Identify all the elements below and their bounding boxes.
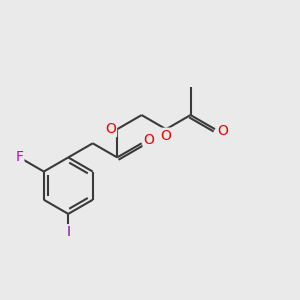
Text: O: O: [160, 129, 172, 143]
Text: O: O: [144, 133, 154, 147]
Text: O: O: [105, 122, 116, 136]
Text: O: O: [217, 124, 228, 138]
Text: F: F: [15, 150, 23, 164]
Text: I: I: [66, 225, 70, 239]
